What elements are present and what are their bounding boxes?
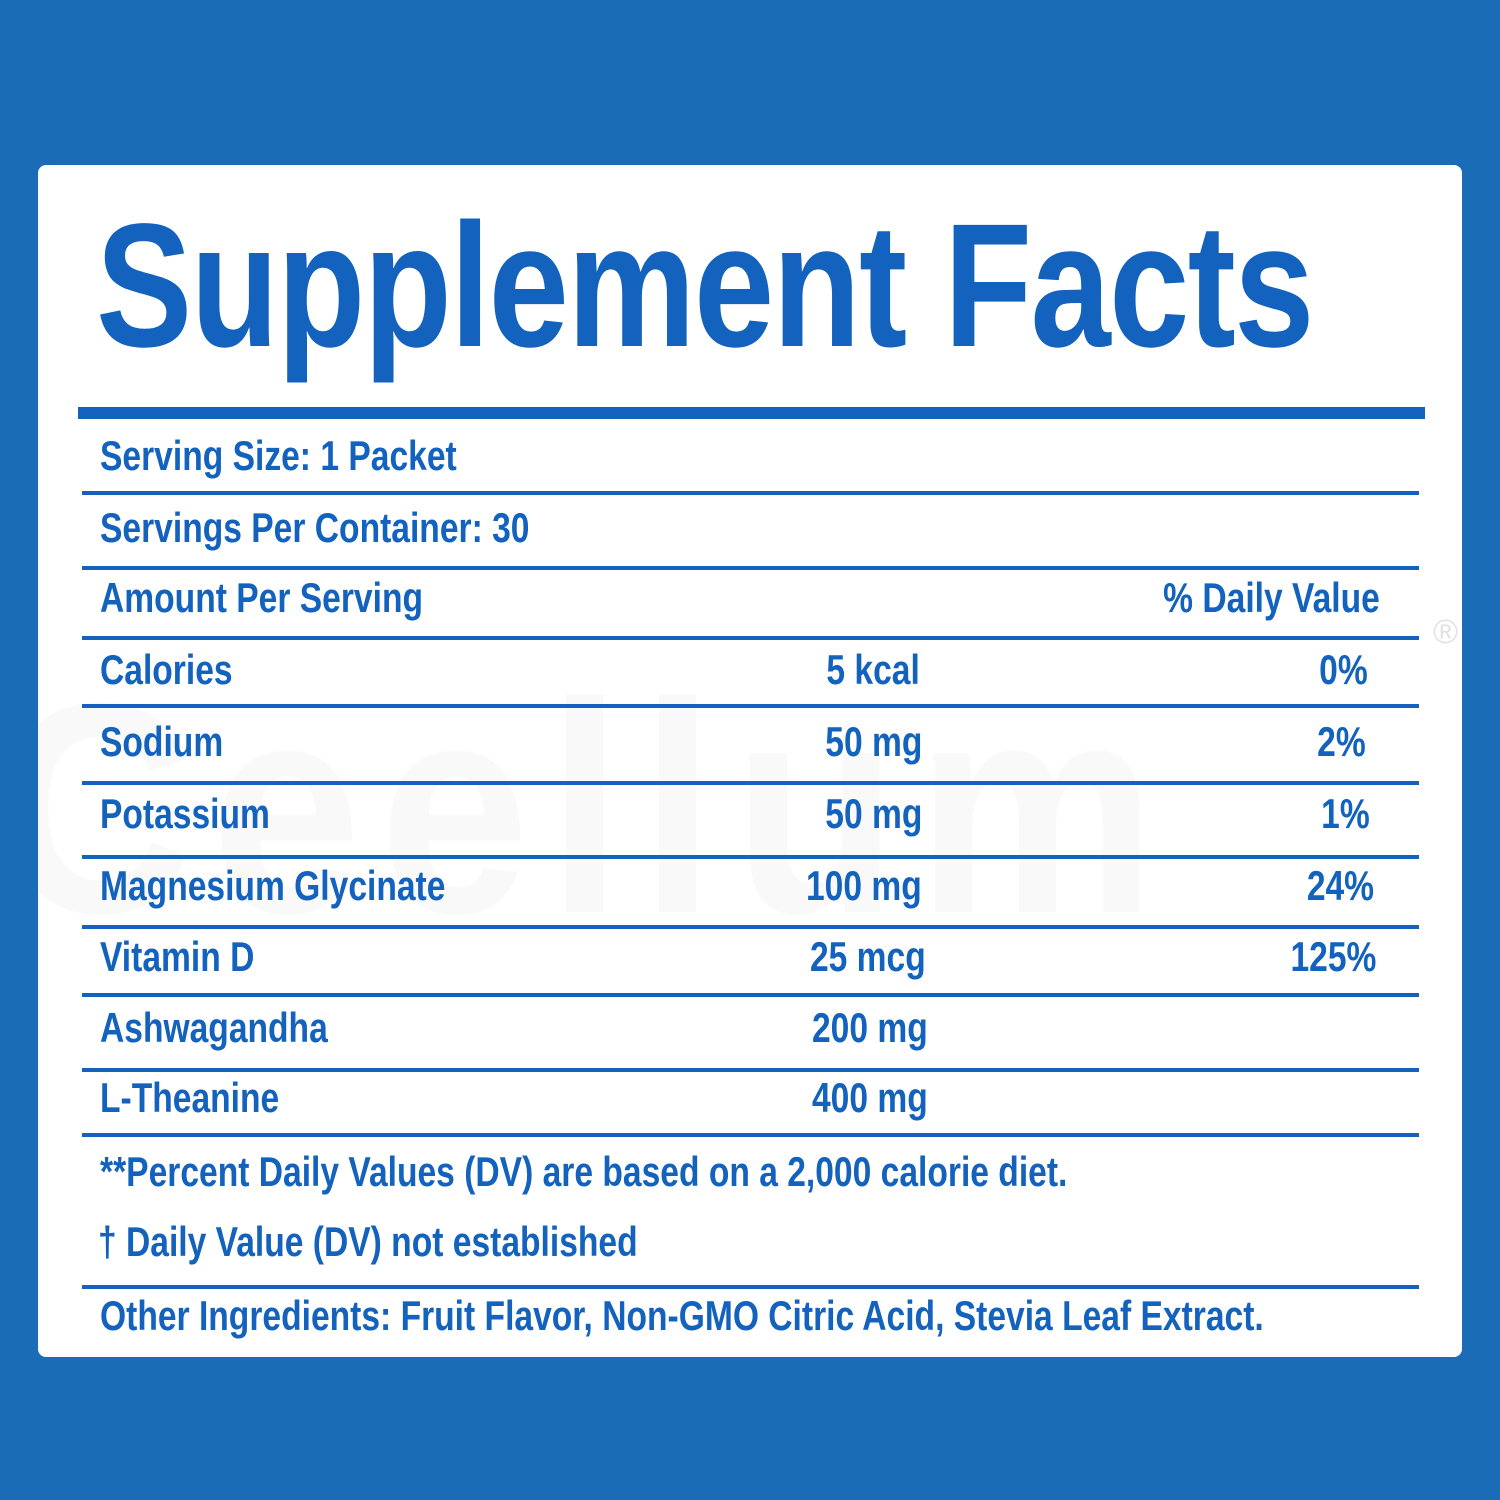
title-divider [78, 407, 1425, 419]
divider [82, 1068, 1419, 1072]
brand-watermark: Ceellum [38, 635, 1174, 981]
divider [82, 566, 1419, 570]
nutrient-name: Vitamin D [100, 933, 255, 980]
divider [82, 491, 1419, 495]
nutrient-daily-value: 2% [1317, 718, 1366, 765]
serving-size: Serving Size: 1 Packet [100, 432, 457, 479]
divider [82, 704, 1419, 708]
divider [82, 1133, 1419, 1137]
registered-mark: ® [1432, 613, 1458, 651]
nutrient-amount: 200 mg [812, 1004, 928, 1051]
supplement-facts-panel: Ceellum ® Supplement Facts Serving Size:… [38, 165, 1462, 1357]
other-ingredients: Other Ingredients: Fruit Flavor, Non-GMO… [100, 1292, 1264, 1339]
nutrient-daily-value: 1% [1321, 790, 1370, 837]
percent-daily-value-note: **Percent Daily Values (DV) are based on… [100, 1148, 1068, 1195]
nutrient-daily-value: 125% [1290, 933, 1376, 980]
nutrient-name: L-Theanine [100, 1074, 280, 1121]
nutrient-name: Calories [100, 646, 233, 693]
nutrient-name: Sodium [100, 718, 224, 765]
nutrient-amount: 50 mg [824, 790, 922, 837]
nutrient-name: Potassium [100, 790, 270, 837]
divider [82, 636, 1419, 640]
nutrient-amount: 50 mg [824, 718, 922, 765]
nutrient-amount: 400 mg [812, 1074, 928, 1121]
nutrient-name: Magnesium Glycinate [100, 862, 446, 909]
nutrient-daily-value: 24% [1306, 862, 1374, 909]
daily-value-header: % Daily Value [1163, 574, 1380, 621]
nutrient-amount: 5 kcal [826, 646, 920, 693]
amount-per-serving-header: Amount Per Serving [100, 574, 423, 621]
nutrient-daily-value: 0% [1319, 646, 1368, 693]
nutrient-amount: 100 mg [806, 862, 922, 909]
divider [82, 1285, 1419, 1289]
divider [82, 925, 1419, 929]
divider [82, 781, 1419, 785]
nutrient-name: Ashwagandha [100, 1004, 328, 1051]
servings-per-container: Servings Per Container: 30 [100, 504, 530, 551]
dv-not-established-note: † Daily Value (DV) not established [98, 1218, 638, 1265]
divider [82, 855, 1419, 859]
page-title: Supplement Facts [96, 188, 1314, 384]
divider [82, 993, 1419, 997]
nutrient-amount: 25 mcg [810, 933, 926, 980]
